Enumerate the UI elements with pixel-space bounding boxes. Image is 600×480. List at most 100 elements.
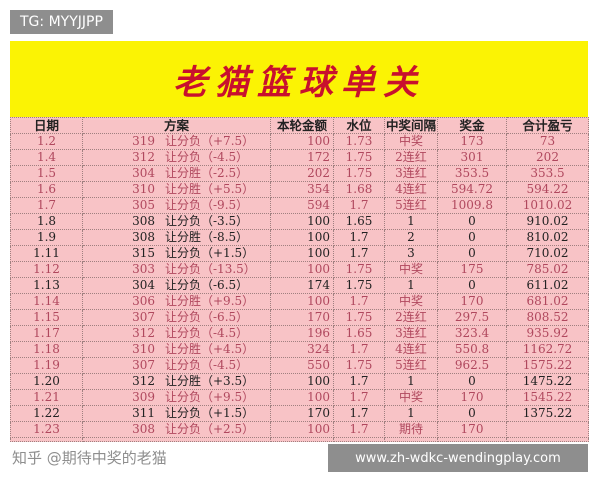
bet-type: 让分负（+1.5） [165, 406, 255, 421]
cell-interval: 2连红 [384, 309, 438, 326]
cell-interval: 2连红 [384, 149, 438, 166]
cell-prize: 323.4 [437, 325, 507, 342]
cell-prize: 0 [437, 277, 507, 294]
cell-plan: 319 让分负（+7.5） [82, 133, 271, 150]
cell-plan: 312 让分负（-4.5） [82, 325, 271, 342]
cell-amount: 100 [270, 229, 334, 246]
cell-interval: 3 [384, 245, 438, 262]
cell-odds: 1.65 [333, 325, 385, 342]
bet-type: 让分胜（+5.5） [165, 182, 255, 197]
cell-interval: 期待 [384, 421, 438, 438]
tg-label: TG: MYYJJPP [10, 10, 113, 34]
table-row: 1.14 306 让分胜（+9.5） 100 1.7 中奖 170 681.02 [10, 293, 589, 310]
cell-date: 1.23 [10, 421, 83, 438]
table-row: 1.12 303 让分负（-13.5） 100 1.75 中奖 175 785.02 [10, 261, 589, 278]
cell-date: 1.13 [10, 277, 83, 294]
column-header: 日期 [10, 117, 83, 134]
cell-plan: 304 让分负（-6.5） [82, 277, 271, 294]
table-row: 1.4 312 让分负（-4.5） 172 1.75 2连红 301 202 [10, 149, 589, 166]
cell-total: 710.02 [506, 245, 589, 262]
cell-odds: 1.7 [333, 421, 385, 438]
cell-date: 1.18 [10, 341, 83, 358]
cell-date: 1.20 [10, 373, 83, 390]
cell-amount: 100 [270, 133, 334, 150]
cell-plan: 306 让分胜（+9.5） [82, 293, 271, 310]
cell-interval: 中奖 [384, 261, 438, 278]
bet-type: 让分胜（-2.5） [165, 166, 249, 181]
cell-date: 1.6 [10, 181, 83, 198]
column-header: 合计盈亏 [506, 117, 589, 134]
cell-odds: 1.7 [333, 405, 385, 422]
match-code: 306 [132, 294, 155, 309]
cell-amount: 196 [270, 325, 334, 342]
cell-total: 202 [506, 149, 589, 166]
cell-interval: 1 [384, 213, 438, 230]
match-code: 319 [132, 134, 155, 149]
cell-prize: 0 [437, 373, 507, 390]
bet-type: 让分负（-4.5） [165, 150, 249, 165]
cell-plan: 310 让分胜（+5.5） [82, 181, 271, 198]
cell-total: 935.92 [506, 325, 589, 342]
cell-date: 1.11 [10, 245, 83, 262]
bet-type: 让分负（-4.5） [165, 358, 249, 373]
cell-amount: 170 [270, 309, 334, 326]
cell-total: 1375.22 [506, 405, 589, 422]
cell-total: 681.02 [506, 293, 589, 310]
cell-amount: 100 [270, 389, 334, 406]
empty-cell [270, 437, 334, 442]
cell-prize: 962.5 [437, 357, 507, 374]
cell-date: 1.4 [10, 149, 83, 166]
cell-interval: 1 [384, 277, 438, 294]
cell-odds: 1.75 [333, 261, 385, 278]
site-url: www.zh-wdkc-wendingplay.com [328, 444, 588, 472]
bet-type: 让分负（+9.5） [165, 390, 255, 405]
match-code: 305 [132, 198, 155, 213]
cell-plan: 311 让分负（+1.5） [82, 405, 271, 422]
cell-plan: 307 让分负（-6.5） [82, 309, 271, 326]
cell-interval: 1 [384, 373, 438, 390]
match-code: 315 [132, 246, 155, 261]
cell-prize: 173 [437, 133, 507, 150]
cell-prize: 0 [437, 229, 507, 246]
match-code: 312 [132, 150, 155, 165]
match-code: 311 [132, 406, 155, 421]
cell-odds: 1.7 [333, 341, 385, 358]
table-row: 1.7 305 让分负（-9.5） 594 1.7 5连红 1009.8 1010.02 [10, 197, 589, 214]
cell-prize: 0 [437, 405, 507, 422]
match-code: 308 [132, 422, 155, 437]
cell-plan: 307 让分负（-4.5） [82, 357, 271, 374]
cell-plan: 308 让分胜（-8.5） [82, 229, 271, 246]
cell-odds: 1.73 [333, 133, 385, 150]
match-code: 304 [132, 278, 155, 293]
cell-total: 1162.72 [506, 341, 589, 358]
cell-prize: 0 [437, 213, 507, 230]
cell-date: 1.17 [10, 325, 83, 342]
cell-total: 1475.22 [506, 373, 589, 390]
cell-date: 1.7 [10, 197, 83, 214]
empty-row [10, 437, 589, 442]
empty-cell [82, 437, 271, 442]
match-code: 303 [132, 262, 155, 277]
match-code: 309 [132, 390, 155, 405]
cell-amount: 594 [270, 197, 334, 214]
empty-cell [10, 437, 83, 442]
cell-prize: 550.8 [437, 341, 507, 358]
bet-type: 让分胜（+9.5） [165, 294, 255, 309]
bet-type: 让分负（-3.5） [165, 214, 249, 229]
table-row: 1.15 307 让分负（-6.5） 170 1.75 2连红 297.5 808.52 [10, 309, 589, 326]
cell-date: 1.12 [10, 261, 83, 278]
bet-type: 让分负（+1.5） [165, 246, 255, 261]
cell-total: 1010.02 [506, 197, 589, 214]
bet-type: 让分负（-6.5） [165, 278, 249, 293]
match-code: 308 [132, 230, 155, 245]
cell-prize: 297.5 [437, 309, 507, 326]
cell-date: 1.19 [10, 357, 83, 374]
cell-odds: 1.7 [333, 245, 385, 262]
cell-total: 1545.22 [506, 389, 589, 406]
cell-plan: 312 让分负（-4.5） [82, 149, 271, 166]
table-row: 1.2 319 让分负（+7.5） 100 1.73 中奖 173 73 [10, 133, 589, 150]
empty-cell [333, 437, 385, 442]
column-header: 中奖间隔 [384, 117, 438, 134]
cell-odds: 1.75 [333, 277, 385, 294]
cell-amount: 174 [270, 277, 334, 294]
